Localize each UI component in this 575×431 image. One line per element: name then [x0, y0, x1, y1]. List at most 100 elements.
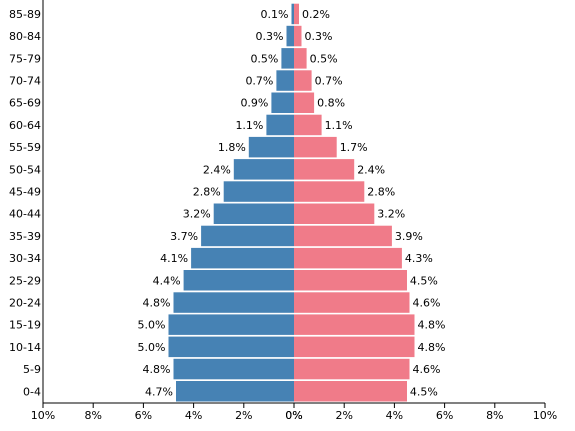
bar-right-80-84	[294, 25, 302, 47]
value-label-left: 4.4%	[153, 274, 181, 287]
bar-right-15-19	[294, 314, 415, 335]
category-label: 45-49	[9, 186, 41, 199]
value-label-right: 0.8%	[317, 97, 345, 110]
value-labels-layer: 0-4 4.7% 4.5% 5-9 4.8% 4.6% 10-14 5.0% 4.8% 15-19…	[9, 8, 445, 398]
category-label: 0-4	[23, 385, 41, 398]
value-label-right: 0.5%	[310, 52, 338, 65]
x-tick-label-right: 10%	[533, 409, 557, 422]
value-label-left: 4.8%	[143, 297, 171, 310]
value-label-left: 2.8%	[193, 186, 221, 199]
x-tick-label-left: 10%	[31, 409, 55, 422]
bar-left-70-74	[276, 70, 294, 91]
bar-left-60-64	[266, 114, 294, 136]
value-label-left: 1.1%	[235, 119, 263, 132]
category-label: 70-74	[9, 75, 41, 88]
bar-right-55-59	[294, 136, 337, 158]
category-label: 10-14	[9, 341, 41, 354]
value-label-left: 0.9%	[240, 97, 268, 110]
value-label-right: 3.2%	[377, 208, 405, 221]
bar-right-10-14	[294, 336, 415, 358]
bar-left-15-19	[168, 314, 294, 335]
x-tick-label-left: 6%	[135, 409, 152, 422]
bar-left-0-4	[176, 381, 294, 402]
bar-right-25-29	[294, 270, 407, 291]
value-label-left: 3.2%	[183, 208, 211, 221]
value-label-right: 4.6%	[413, 297, 441, 310]
value-label-left: 5.0%	[138, 341, 166, 354]
value-label-right: 2.4%	[357, 163, 385, 176]
bar-right-45-49	[294, 181, 365, 202]
category-label: 50-54	[9, 163, 41, 176]
category-label: 55-59	[9, 141, 41, 154]
value-label-right: 1.1%	[325, 119, 353, 132]
value-label-right: 0.2%	[302, 8, 330, 21]
category-label: 20-24	[9, 297, 41, 310]
axes-layer: 10% 8% 6% 4% 2% 0%0% 2% 4% 6% 8% 10%	[31, 0, 557, 422]
category-label: 15-19	[9, 319, 41, 332]
x-tick-label-left: 4%	[185, 409, 202, 422]
bar-left-50-54	[233, 159, 294, 180]
value-label-right: 4.5%	[410, 385, 438, 398]
bar-right-30-34	[294, 247, 402, 269]
category-label: 5-9	[23, 363, 41, 376]
category-label: 25-29	[9, 274, 41, 287]
value-label-left: 0.3%	[256, 30, 284, 43]
x-tick-label-right: 6%	[436, 409, 453, 422]
category-label: 35-39	[9, 230, 41, 243]
bar-left-20-24	[173, 292, 294, 313]
bar-right-0-4	[294, 381, 407, 402]
bar-right-75-79	[294, 48, 307, 69]
bar-right-70-74	[294, 70, 312, 91]
category-label: 40-44	[9, 208, 41, 221]
bar-left-80-84	[286, 25, 294, 47]
value-label-right: 4.3%	[405, 252, 433, 265]
value-label-right: 0.7%	[315, 75, 343, 88]
value-label-left: 4.7%	[145, 385, 173, 398]
value-label-left: 3.7%	[170, 230, 198, 243]
x-tick-label-left: 2%	[235, 409, 252, 422]
value-label-right: 2.8%	[367, 186, 395, 199]
bar-left-75-79	[281, 48, 294, 69]
bar-right-40-44	[294, 203, 375, 224]
category-label: 30-34	[9, 252, 41, 265]
value-label-left: 1.8%	[218, 141, 246, 154]
value-label-left: 5.0%	[138, 319, 166, 332]
value-label-right: 0.3%	[305, 30, 333, 43]
value-label-left: 0.7%	[245, 75, 273, 88]
value-label-left: 0.1%	[261, 8, 289, 21]
bar-left-5-9	[173, 358, 294, 380]
bar-left-55-59	[248, 136, 294, 158]
bar-left-65-69	[271, 92, 294, 113]
value-label-right: 1.7%	[340, 141, 368, 154]
value-label-left: 4.1%	[160, 252, 188, 265]
category-label: 85-89	[9, 8, 41, 21]
category-label: 75-79	[9, 52, 41, 65]
category-label: 80-84	[9, 30, 41, 43]
x-tick-label-right: 4%	[386, 409, 403, 422]
value-label-left: 2.4%	[203, 163, 231, 176]
x-tick-label-right: 2%	[335, 409, 352, 422]
bar-right-60-64	[294, 114, 322, 136]
bar-right-65-69	[294, 92, 315, 113]
bar-left-30-34	[191, 247, 294, 269]
value-label-right: 4.8%	[418, 319, 446, 332]
bar-right-85-89	[294, 3, 299, 25]
value-label-right: 4.8%	[418, 341, 446, 354]
bar-right-35-39	[294, 225, 392, 247]
x-tick-label-left: 8%	[84, 409, 101, 422]
bar-left-25-29	[183, 270, 294, 291]
value-label-left: 0.5%	[250, 52, 278, 65]
value-label-right: 4.5%	[410, 274, 438, 287]
bars-layer	[168, 3, 415, 402]
bar-right-50-54	[294, 159, 355, 180]
category-label: 60-64	[9, 119, 41, 132]
value-label-right: 4.6%	[413, 363, 441, 376]
value-label-left: 4.8%	[143, 363, 171, 376]
value-label-right: 3.9%	[395, 230, 423, 243]
bar-left-45-49	[223, 181, 294, 202]
bar-right-20-24	[294, 292, 410, 313]
bar-left-35-39	[201, 225, 294, 247]
category-label: 65-69	[9, 97, 41, 110]
bar-left-85-89	[291, 3, 294, 25]
